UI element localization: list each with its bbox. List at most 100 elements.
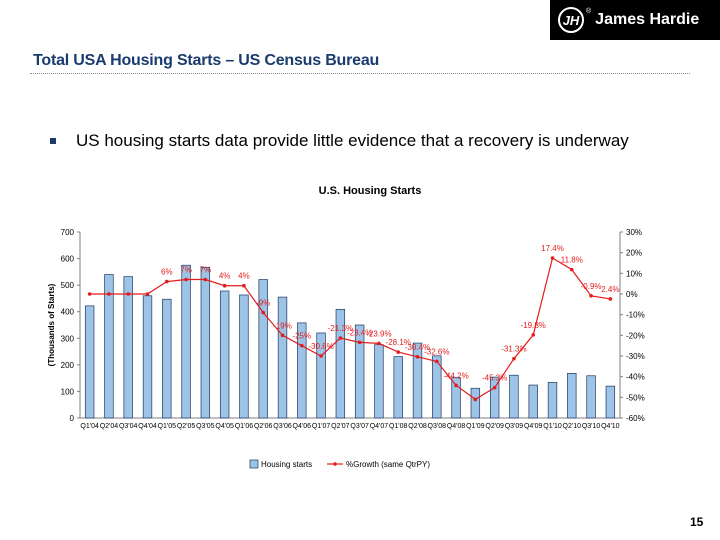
bar bbox=[451, 377, 461, 419]
growth-data-label: 2.4% bbox=[601, 285, 619, 294]
growth-point bbox=[338, 336, 343, 340]
jh-logo-icon: JH bbox=[558, 7, 584, 33]
x-tick-label: Q3'04 bbox=[119, 423, 138, 430]
y2-tick-label: -20% bbox=[626, 331, 645, 340]
chart-title: U.S. Housing Starts bbox=[319, 185, 422, 197]
growth-data-label: -30.4% bbox=[405, 343, 430, 352]
x-tick-label: Q2'05 bbox=[177, 423, 196, 430]
legend-line-marker bbox=[333, 462, 337, 466]
x-tick-label: Q4'07 bbox=[370, 423, 389, 430]
bar bbox=[567, 373, 577, 419]
bar bbox=[277, 296, 288, 419]
growth-data-label: -45.3% bbox=[482, 374, 507, 383]
bullet-text: US housing starts data provide little ev… bbox=[76, 131, 629, 150]
square-bullet-icon bbox=[50, 138, 56, 144]
y2-tick-label: -60% bbox=[626, 414, 645, 423]
growth-point bbox=[454, 383, 458, 388]
bar bbox=[297, 322, 307, 419]
bar bbox=[84, 305, 95, 419]
growth-point bbox=[415, 355, 420, 359]
growth-point bbox=[589, 294, 593, 298]
bar bbox=[489, 376, 500, 419]
growth-point bbox=[319, 354, 323, 358]
growth-point bbox=[242, 283, 246, 288]
x-tick-label: Q3'10 bbox=[582, 423, 601, 430]
bar bbox=[354, 324, 365, 419]
bar bbox=[316, 332, 326, 419]
bar bbox=[586, 375, 596, 419]
x-tick-label: Q2'08 bbox=[408, 423, 427, 430]
bar bbox=[219, 290, 230, 419]
growth-point bbox=[550, 256, 555, 260]
y2-tick-label: 10% bbox=[626, 269, 642, 278]
growth-data-label: -25% bbox=[292, 332, 311, 341]
y-tick-label: 500 bbox=[61, 281, 75, 290]
bar bbox=[470, 387, 481, 419]
bar bbox=[142, 295, 153, 419]
y-tick-label: 100 bbox=[61, 387, 75, 396]
legend-line-label: %Growth (same QtrPY) bbox=[346, 460, 430, 469]
brand-logo: JH ® James Hardie bbox=[550, 0, 720, 40]
bar bbox=[258, 279, 268, 419]
x-tick-label: Q1'09 bbox=[466, 423, 485, 430]
x-tick-label: Q4'10 bbox=[601, 423, 620, 430]
growth-point bbox=[280, 333, 285, 338]
bar bbox=[432, 355, 442, 419]
registered-mark: ® bbox=[586, 8, 592, 15]
legend-bar-swatch bbox=[249, 459, 259, 469]
growth-data-label: -9% bbox=[256, 299, 270, 308]
y-tick-label: 700 bbox=[61, 228, 75, 237]
growth-point bbox=[203, 277, 208, 282]
growth-point bbox=[107, 292, 111, 296]
bar bbox=[123, 276, 133, 419]
x-tick-label: Q1'06 bbox=[235, 423, 254, 430]
growth-point bbox=[299, 343, 304, 348]
bar bbox=[547, 382, 558, 419]
y2-tick-label: -40% bbox=[626, 373, 645, 382]
growth-point bbox=[492, 385, 497, 390]
y-tick-label: 200 bbox=[61, 361, 75, 370]
bar bbox=[162, 298, 172, 419]
growth-data-label: -19.8% bbox=[521, 321, 546, 330]
y2-tick-label: 0% bbox=[626, 290, 638, 299]
x-tick-label: Q3'06 bbox=[273, 423, 292, 430]
bar bbox=[412, 342, 423, 419]
x-tick-label: Q3'09 bbox=[505, 423, 524, 430]
growth-data-label: -32.6% bbox=[424, 347, 449, 356]
growth-data-label: 4% bbox=[219, 272, 231, 281]
growth-data-label: -23.9% bbox=[366, 329, 391, 338]
y-tick-label: 600 bbox=[61, 255, 75, 264]
growth-point bbox=[164, 279, 169, 284]
x-tick-label: Q2'10 bbox=[563, 423, 582, 430]
growth-point bbox=[126, 292, 131, 296]
growth-point bbox=[261, 310, 266, 315]
bullet-point: US housing starts data provide little ev… bbox=[50, 131, 710, 151]
x-tick-label: Q2'04 bbox=[100, 423, 119, 430]
growth-point bbox=[608, 297, 613, 301]
growth-point bbox=[184, 277, 188, 282]
growth-data-label: 4% bbox=[238, 272, 250, 281]
y2-tick-label: -10% bbox=[626, 311, 645, 320]
bar bbox=[239, 294, 249, 419]
x-tick-label: Q1'10 bbox=[543, 423, 562, 430]
x-tick-label: Q3'05 bbox=[196, 423, 215, 430]
bar bbox=[181, 264, 191, 419]
growth-point bbox=[473, 397, 478, 402]
growth-point bbox=[357, 340, 362, 345]
y-tick-label: 400 bbox=[61, 308, 75, 317]
x-tick-label: Q1'08 bbox=[389, 423, 408, 430]
growth-data-label: -31.3% bbox=[501, 345, 526, 354]
x-tick-label: Q1'07 bbox=[312, 423, 331, 430]
growth-data-label: 7% bbox=[180, 266, 192, 275]
growth-data-label: -21.3% bbox=[328, 324, 353, 333]
growth-point bbox=[222, 283, 227, 288]
growth-data-label: -28.1% bbox=[386, 338, 411, 347]
growth-data-label: 7% bbox=[200, 266, 212, 275]
growth-data-label: -0.9% bbox=[581, 282, 602, 291]
x-tick-label: Q2'09 bbox=[485, 423, 504, 430]
x-tick-label: Q1'05 bbox=[158, 423, 177, 430]
y2-tick-label: -30% bbox=[626, 352, 645, 361]
bar bbox=[509, 374, 519, 419]
x-tick-label: Q3'08 bbox=[428, 423, 447, 430]
y2-tick-label: 30% bbox=[626, 228, 642, 237]
